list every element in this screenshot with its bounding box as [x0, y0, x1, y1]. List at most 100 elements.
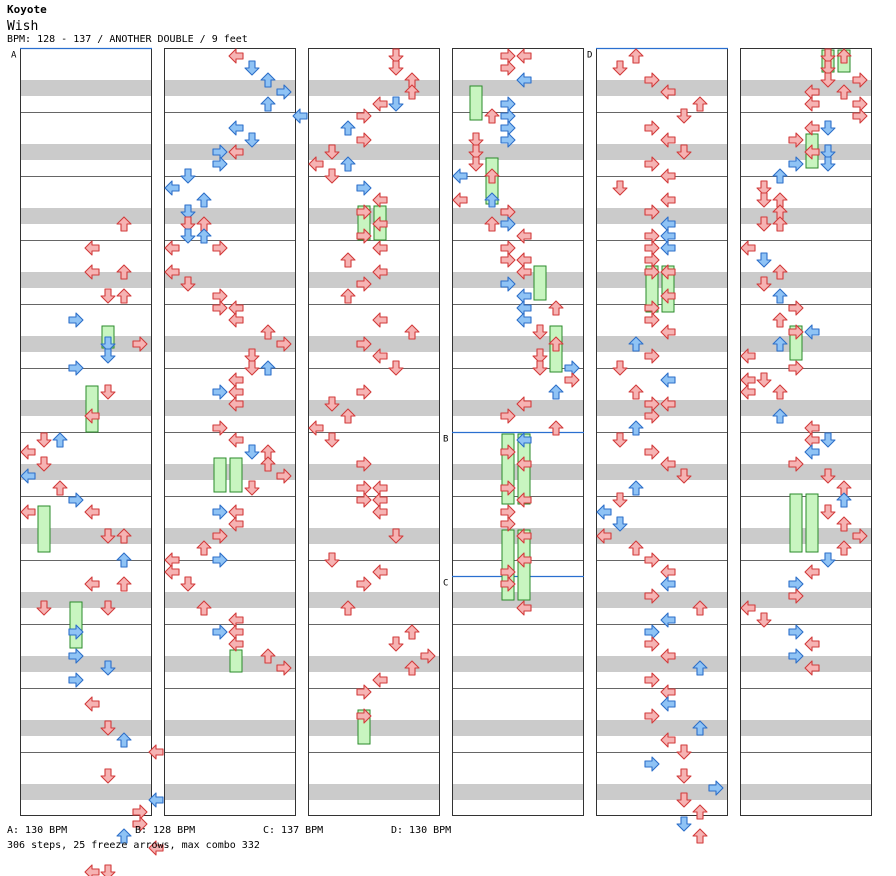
- step-arrow: [116, 264, 132, 280]
- step-arrow: [516, 228, 532, 244]
- step-arrow: [820, 504, 836, 520]
- stripe: [740, 400, 872, 416]
- step-arrow: [228, 432, 244, 448]
- stripe: [596, 400, 728, 416]
- step-arrow: [404, 624, 420, 640]
- step-arrow: [68, 672, 84, 688]
- step-arrow: [260, 72, 276, 88]
- step-arrow: [548, 420, 564, 436]
- step-arrow: [260, 324, 276, 340]
- step-arrow: [804, 144, 820, 160]
- step-arrow: [276, 84, 292, 100]
- stripe: [596, 528, 728, 544]
- step-arrow: [660, 240, 676, 256]
- step-arrow: [260, 96, 276, 112]
- step-arrow: [532, 360, 548, 376]
- step-arrow: [788, 456, 804, 472]
- step-arrow: [516, 552, 532, 568]
- step-arrow: [756, 372, 772, 388]
- step-arrow: [356, 708, 372, 724]
- step-arrow: [596, 528, 612, 544]
- step-arrow: [20, 468, 36, 484]
- stripe: [596, 592, 728, 608]
- step-arrow: [596, 504, 612, 520]
- step-arrow: [404, 84, 420, 100]
- step-arrow: [756, 612, 772, 628]
- stripe: [740, 784, 872, 800]
- step-arrow: [468, 132, 484, 148]
- step-arrow: [260, 360, 276, 376]
- step-arrow: [772, 168, 788, 184]
- step-arrow: [356, 180, 372, 196]
- step-arrow: [164, 264, 180, 280]
- step-arrow: [324, 168, 340, 184]
- step-arrow: [660, 648, 676, 664]
- stripe: [452, 720, 584, 736]
- step-arrow: [180, 276, 196, 292]
- step-arrow: [84, 696, 100, 712]
- stripe: [740, 336, 872, 352]
- step-arrow: [308, 156, 324, 172]
- step-arrow: [644, 72, 660, 88]
- stripe: [308, 656, 440, 672]
- step-arrow: [612, 180, 628, 196]
- stripe: [308, 592, 440, 608]
- step-arrow: [84, 504, 100, 520]
- stripe: [164, 528, 296, 544]
- step-arrow: [660, 324, 676, 340]
- step-arrow: [356, 108, 372, 124]
- step-arrow: [356, 456, 372, 472]
- step-arrow: [516, 456, 532, 472]
- step-arrow: [404, 660, 420, 676]
- step-arrow: [788, 132, 804, 148]
- stripe: [596, 336, 728, 352]
- step-arrow: [340, 252, 356, 268]
- step-arrow: [644, 444, 660, 460]
- step-arrow: [676, 144, 692, 160]
- step-arrow: [84, 240, 100, 256]
- step-arrow: [84, 408, 100, 424]
- step-arrow: [372, 240, 388, 256]
- step-arrow: [660, 396, 676, 412]
- step-arrow: [676, 108, 692, 124]
- step-arrow: [228, 144, 244, 160]
- step-arrow: [244, 348, 260, 364]
- step-arrow: [548, 384, 564, 400]
- step-arrow: [372, 96, 388, 112]
- step-arrow: [100, 288, 116, 304]
- step-arrow: [148, 792, 164, 808]
- step-arrow: [628, 420, 644, 436]
- step-arrow: [372, 564, 388, 580]
- step-arrow: [676, 744, 692, 760]
- stripe: [452, 336, 584, 352]
- step-arrow: [628, 48, 644, 64]
- step-arrow: [372, 264, 388, 280]
- step-arrow: [500, 516, 516, 532]
- step-arrow: [660, 192, 676, 208]
- step-arrow: [372, 192, 388, 208]
- step-arrow: [692, 660, 708, 676]
- step-arrow: [180, 168, 196, 184]
- column-frame: [308, 48, 440, 816]
- chart-column: [164, 48, 296, 816]
- step-arrow: [644, 204, 660, 220]
- step-arrow: [548, 336, 564, 352]
- step-arrow: [612, 516, 628, 532]
- step-arrow: [756, 192, 772, 208]
- freeze-arrow: [229, 457, 243, 493]
- step-arrow: [180, 216, 196, 232]
- step-arrow: [260, 456, 276, 472]
- step-arrow: [708, 780, 724, 796]
- step-arrow: [676, 768, 692, 784]
- step-arrow: [340, 288, 356, 304]
- step-arrow: [388, 48, 404, 64]
- step-arrow: [68, 648, 84, 664]
- step-arrow: [388, 60, 404, 76]
- stripe: [308, 272, 440, 288]
- section-label: C: [443, 579, 448, 589]
- stripe: [164, 208, 296, 224]
- step-arrow: [36, 432, 52, 448]
- step-arrow: [292, 108, 308, 124]
- step-arrow: [644, 312, 660, 328]
- step-arrow: [836, 48, 852, 64]
